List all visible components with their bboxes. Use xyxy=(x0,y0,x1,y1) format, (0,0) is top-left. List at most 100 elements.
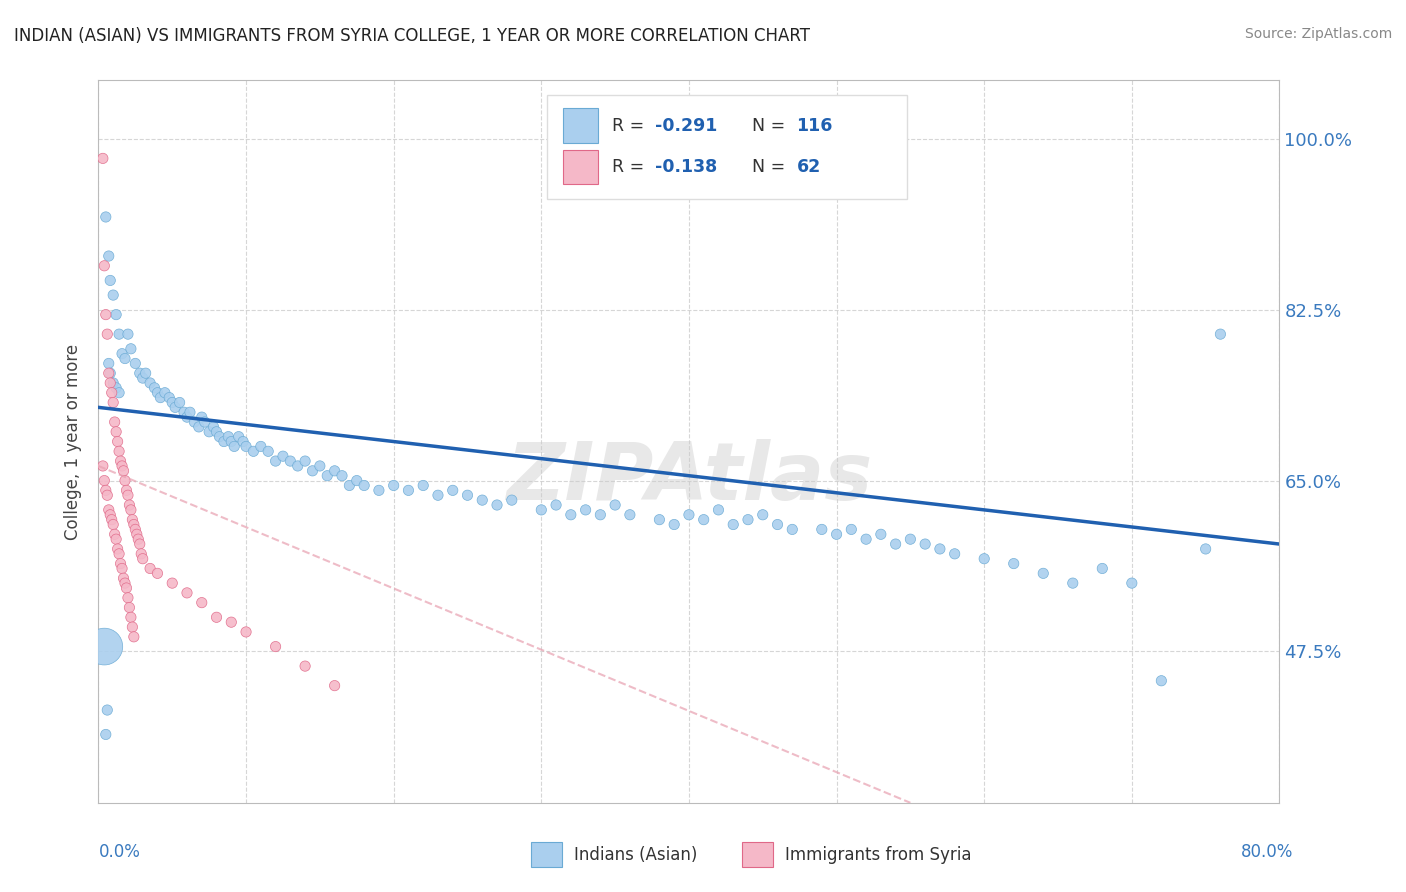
Point xyxy=(176,410,198,425)
Point xyxy=(115,483,138,498)
Point xyxy=(91,458,114,473)
Point xyxy=(98,508,121,522)
Point xyxy=(112,571,135,585)
Point xyxy=(104,415,127,429)
Point xyxy=(132,551,155,566)
Point xyxy=(179,405,201,419)
Text: R =: R = xyxy=(612,117,650,135)
Point xyxy=(884,537,907,551)
Point xyxy=(782,523,804,537)
Point xyxy=(129,547,152,561)
Point xyxy=(117,591,139,605)
Point xyxy=(105,381,128,395)
Point xyxy=(1032,566,1054,581)
Point xyxy=(723,517,745,532)
Point xyxy=(117,488,139,502)
Point xyxy=(103,517,125,532)
Point xyxy=(128,366,150,380)
Text: 62: 62 xyxy=(796,158,821,176)
Point xyxy=(471,493,494,508)
Point xyxy=(546,498,568,512)
Point xyxy=(205,610,228,624)
Bar xyxy=(742,842,773,867)
Point xyxy=(94,483,117,498)
Text: 0.0%: 0.0% xyxy=(98,843,141,861)
Text: INDIAN (ASIAN) VS IMMIGRANTS FROM SYRIA COLLEGE, 1 YEAR OR MORE CORRELATION CHAR: INDIAN (ASIAN) VS IMMIGRANTS FROM SYRIA … xyxy=(14,27,810,45)
Point xyxy=(194,415,217,429)
Point xyxy=(271,449,294,463)
Point xyxy=(221,434,243,449)
Point xyxy=(108,444,131,458)
Point xyxy=(707,503,730,517)
Point xyxy=(103,395,125,409)
Point xyxy=(221,615,243,630)
Point xyxy=(914,537,936,551)
Point xyxy=(530,503,553,517)
Point xyxy=(589,508,612,522)
Point xyxy=(111,561,134,575)
Point xyxy=(825,527,848,541)
Point xyxy=(353,478,375,492)
Point xyxy=(162,395,183,409)
Point xyxy=(346,474,368,488)
Point xyxy=(841,523,863,537)
Point xyxy=(98,366,121,380)
Point xyxy=(810,523,832,537)
Point xyxy=(146,385,169,400)
Point xyxy=(766,517,789,532)
Point xyxy=(224,439,246,453)
Point xyxy=(398,483,420,498)
Point xyxy=(94,210,117,224)
Point xyxy=(900,532,922,546)
Point xyxy=(235,439,257,453)
Text: 116: 116 xyxy=(796,117,832,135)
Point xyxy=(1209,327,1232,342)
Point xyxy=(217,430,239,444)
Text: -0.291: -0.291 xyxy=(655,117,717,135)
Point xyxy=(93,259,115,273)
Point xyxy=(309,458,332,473)
Text: N =: N = xyxy=(752,158,790,176)
Point xyxy=(97,356,120,370)
Point xyxy=(212,434,235,449)
Point xyxy=(737,513,759,527)
Point xyxy=(264,454,287,468)
Point xyxy=(752,508,775,522)
Point xyxy=(118,498,141,512)
Point xyxy=(257,444,280,458)
Point xyxy=(153,385,176,400)
Point xyxy=(97,503,120,517)
Point xyxy=(316,468,339,483)
Point xyxy=(619,508,641,522)
Point xyxy=(560,508,582,522)
Point xyxy=(103,376,125,390)
Bar xyxy=(562,150,598,185)
Point xyxy=(124,356,146,370)
Point xyxy=(114,576,136,591)
Point xyxy=(111,346,134,360)
Point xyxy=(122,517,145,532)
Point xyxy=(108,385,131,400)
Point xyxy=(105,308,128,322)
Text: N =: N = xyxy=(752,117,790,135)
Point xyxy=(1195,541,1218,556)
Point xyxy=(100,513,122,527)
Point xyxy=(115,581,138,595)
FancyBboxPatch shape xyxy=(547,95,907,200)
Text: Indians (Asian): Indians (Asian) xyxy=(574,846,697,863)
Point xyxy=(117,327,139,342)
Point xyxy=(120,503,142,517)
Point xyxy=(132,371,155,385)
Point xyxy=(104,527,127,541)
Point xyxy=(110,557,132,571)
Point xyxy=(1121,576,1143,591)
Point xyxy=(96,488,118,502)
Point xyxy=(457,488,479,502)
Point xyxy=(114,351,136,366)
Point xyxy=(294,659,316,673)
Point xyxy=(1062,576,1084,591)
Point xyxy=(648,513,671,527)
Point xyxy=(91,152,114,166)
Y-axis label: College, 1 year or more: College, 1 year or more xyxy=(65,343,83,540)
Point xyxy=(169,395,191,409)
